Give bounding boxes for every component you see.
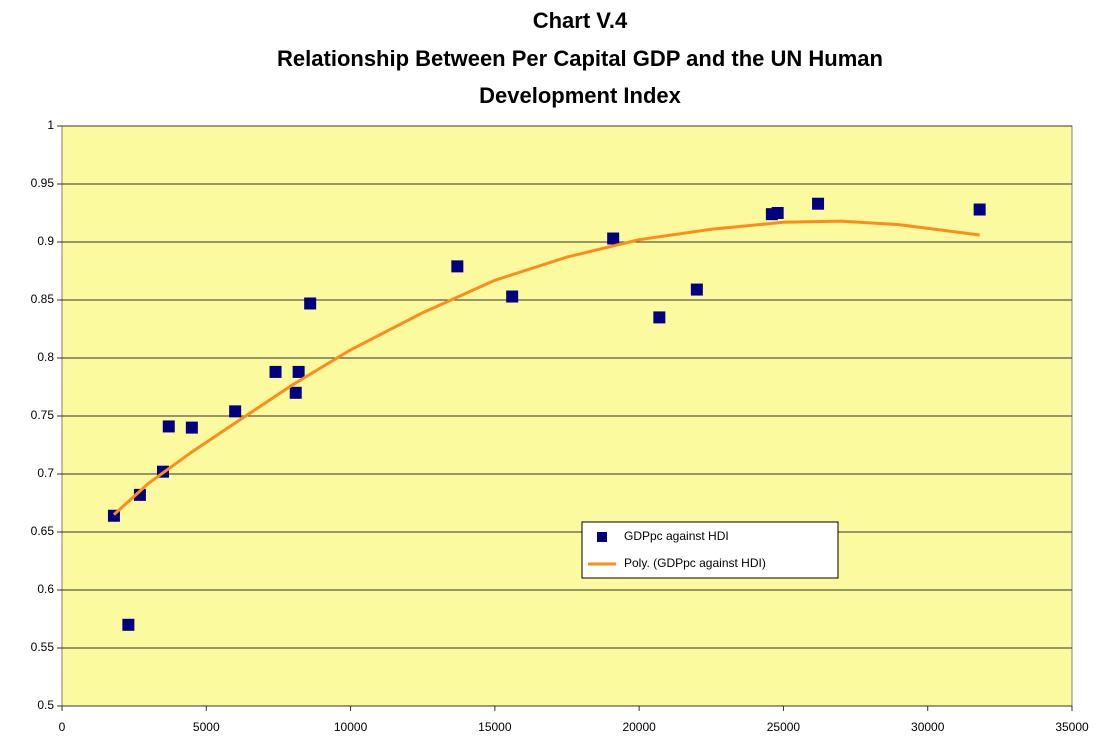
x-tick-label: 0 [59, 720, 66, 734]
x-tick-label: 15000 [478, 720, 512, 734]
y-tick-label: 0.85 [31, 292, 55, 306]
chart-title: Development Index [479, 83, 681, 108]
y-tick-label: 0.6 [37, 582, 54, 596]
point [229, 405, 242, 418]
point [973, 203, 986, 216]
point [162, 420, 175, 433]
point [289, 386, 302, 399]
point [269, 365, 282, 378]
point [653, 311, 666, 324]
y-tick-label: 1 [47, 118, 54, 132]
x-tick-label: 10000 [334, 720, 368, 734]
y-tick-label: 0.7 [37, 466, 54, 480]
y-tick-label: 0.9 [37, 234, 54, 248]
point [771, 207, 784, 219]
legend-label: Poly. (GDPpc against HDI) [624, 556, 766, 570]
y-tick-label: 0.95 [31, 176, 55, 190]
y-tick-label: 0.55 [31, 640, 55, 654]
chart-title: Chart V.4 [533, 8, 628, 33]
point [292, 365, 305, 378]
x-tick-label: 20000 [622, 720, 656, 734]
x-tick-label: 25000 [767, 720, 801, 734]
point [185, 421, 198, 434]
point [451, 260, 464, 273]
y-tick-label: 0.65 [31, 524, 55, 538]
point [812, 197, 825, 210]
point [607, 232, 620, 245]
y-tick-label: 0.5 [37, 698, 54, 712]
point [304, 297, 317, 310]
x-tick-label: 30000 [911, 720, 945, 734]
point [122, 618, 135, 631]
chart-title: Relationship Between Per Capital GDP and… [277, 46, 883, 71]
legend-label: GDPpc against HDI [624, 529, 729, 543]
x-tick-label: 35000 [1055, 720, 1089, 734]
y-tick-label: 0.75 [31, 408, 55, 422]
legend-marker [597, 532, 607, 542]
point [506, 290, 519, 303]
x-tick-label: 5000 [193, 720, 220, 734]
legend-box [581, 521, 839, 579]
y-tick-label: 0.8 [37, 350, 54, 364]
point [690, 283, 703, 296]
trend-line [112, 219, 980, 516]
